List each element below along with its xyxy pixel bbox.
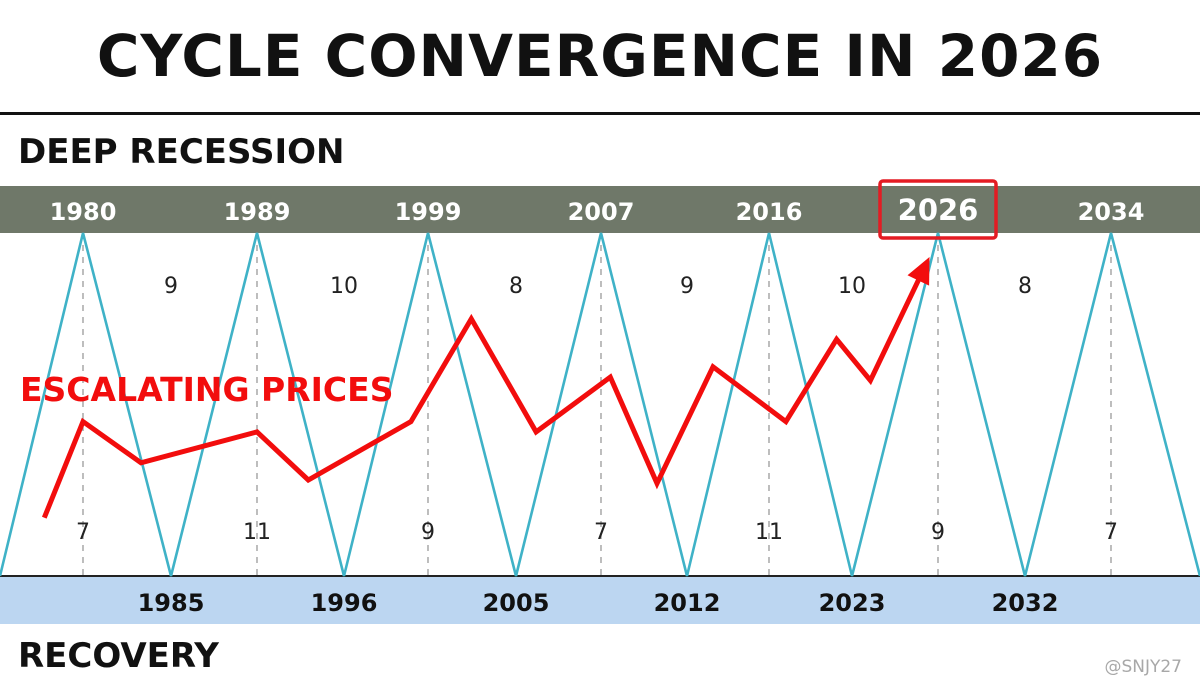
trough-gap-label: 7 xyxy=(1104,520,1118,545)
peak-year-2026: 2026 xyxy=(898,193,979,227)
trough-year-2012: 2012 xyxy=(654,589,721,617)
title-divider xyxy=(0,112,1200,115)
peak-gap-label: 10 xyxy=(330,274,358,299)
cycle-line xyxy=(0,232,1200,577)
peak-gap-label: 8 xyxy=(509,274,523,299)
trough-year-2032: 2032 xyxy=(992,589,1059,617)
chart-title: CYCLE CONVERGENCE IN 2026 xyxy=(96,22,1104,90)
top-label-deep-recession: DEEP RECESSION xyxy=(18,132,345,172)
peak-year-2007: 2007 xyxy=(568,198,635,226)
peak-gap-label: 9 xyxy=(680,274,694,299)
peak-gap-label: 10 xyxy=(838,274,866,299)
peak-year-1989: 1989 xyxy=(224,198,291,226)
trough-year-1996: 1996 xyxy=(311,589,378,617)
trough-gap-label: 9 xyxy=(421,520,435,545)
guide-lines xyxy=(0,233,1200,577)
peak-year-2034: 2034 xyxy=(1078,198,1145,226)
trough-year-2023: 2023 xyxy=(819,589,886,617)
peak-year-1980: 1980 xyxy=(50,198,117,226)
bottom-label-recovery: RECOVERY xyxy=(18,636,219,676)
highlight-box-2026 xyxy=(878,179,998,240)
legend-escalating-prices: ESCALATING PRICES xyxy=(20,370,394,409)
price-arrowhead xyxy=(907,257,930,286)
peak-year-1999: 1999 xyxy=(395,198,462,226)
trough-year-1985: 1985 xyxy=(138,589,205,617)
trough-year-2005: 2005 xyxy=(483,589,550,617)
trough-band xyxy=(0,577,1200,624)
trough-gap-label: 7 xyxy=(594,520,608,545)
watermark: @SNJY27 xyxy=(1104,657,1182,677)
peak-year-2016: 2016 xyxy=(736,198,803,226)
peak-band xyxy=(0,186,1200,233)
price-series xyxy=(41,257,930,519)
cycle-labels: 1980 1989 1999 2007 2016 2026 2034 1985 1996 2005… xyxy=(50,179,1145,617)
cycle-zigzag xyxy=(0,232,1200,577)
trough-gap-label: 9 xyxy=(931,520,945,545)
trough-gap-label: 7 xyxy=(76,520,90,545)
peak-gap-label: 9 xyxy=(164,274,178,299)
trough-gap-label: 11 xyxy=(243,520,271,545)
price-line xyxy=(41,270,925,519)
trough-gap-label: 11 xyxy=(755,520,783,545)
peak-gap-label: 8 xyxy=(1018,274,1032,299)
